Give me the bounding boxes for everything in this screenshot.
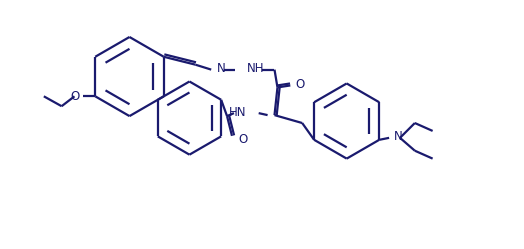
Text: O: O [70, 90, 80, 103]
Text: N: N [217, 62, 226, 75]
Text: HN: HN [230, 106, 247, 119]
Text: N: N [394, 130, 403, 143]
Text: NH: NH [247, 62, 264, 75]
Text: O: O [238, 133, 247, 146]
Text: O: O [295, 78, 304, 91]
